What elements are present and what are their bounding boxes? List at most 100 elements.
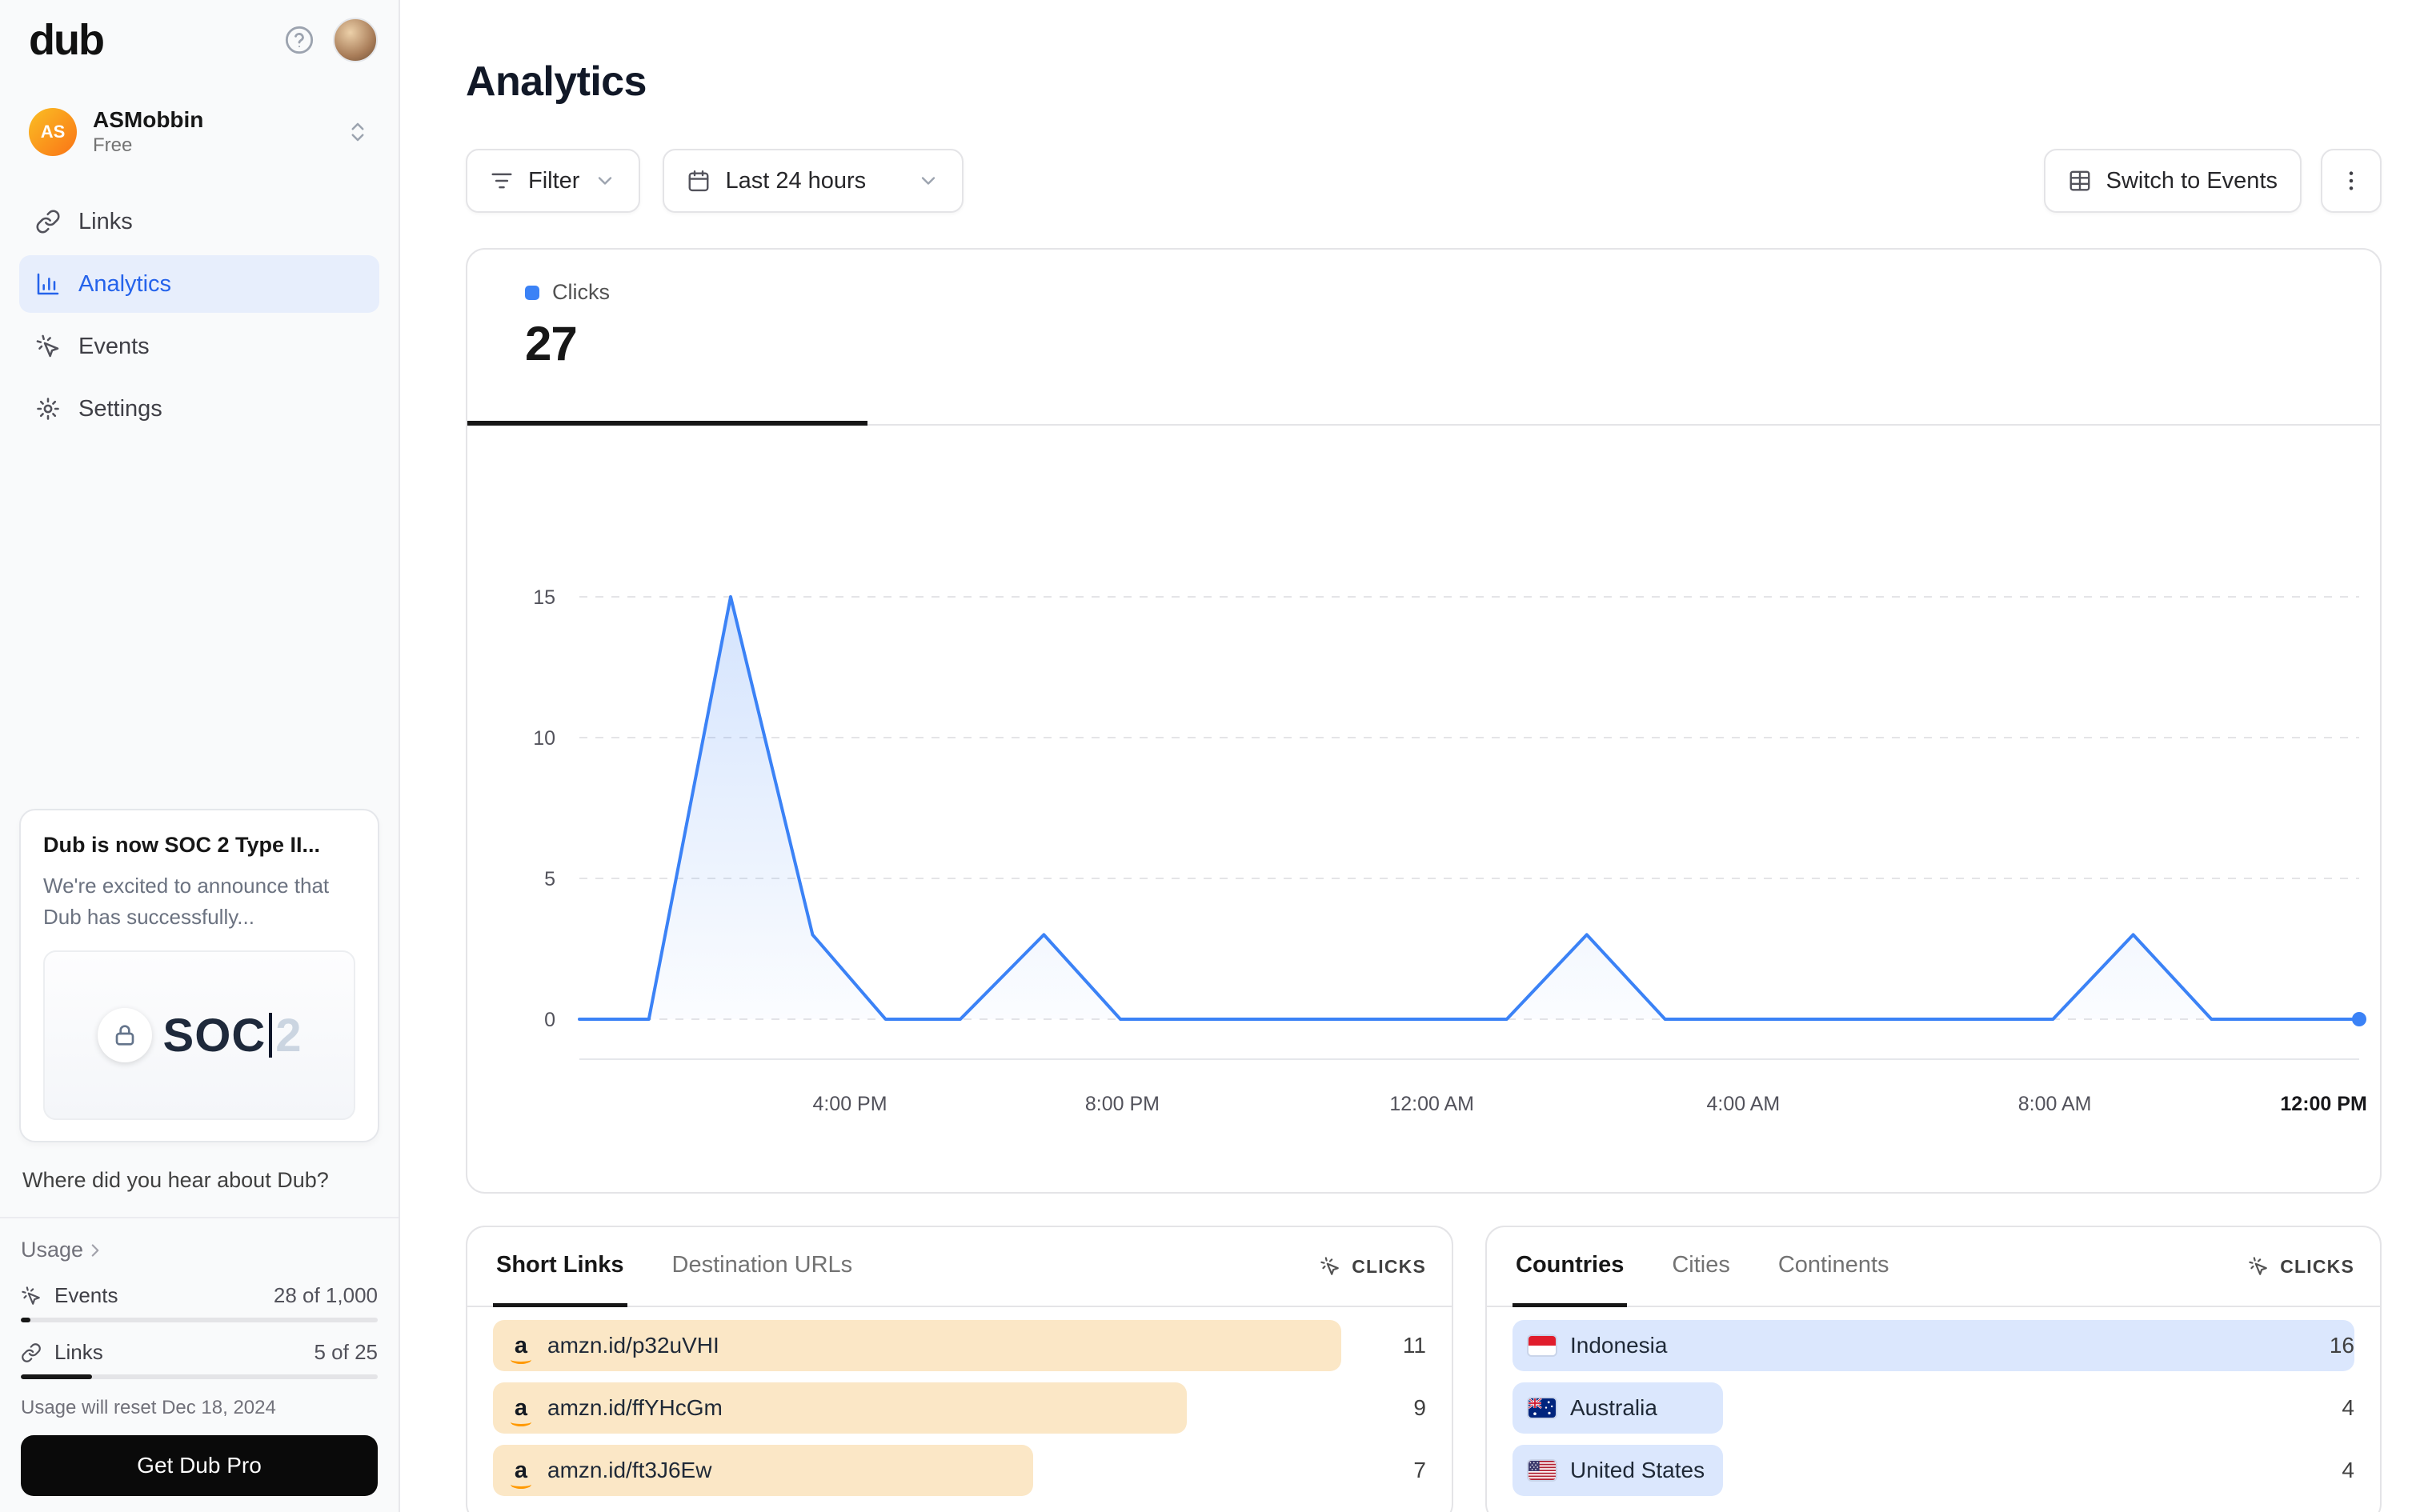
date-range-label: Last 24 hours xyxy=(725,167,867,194)
get-dub-pro-button[interactable]: Get Dub Pro xyxy=(21,1435,378,1496)
tab-destination-urls[interactable]: Destination URLs xyxy=(671,1252,853,1278)
usage-links-value: 5 of 25 xyxy=(314,1340,378,1364)
calendar-icon xyxy=(687,169,711,193)
clicks-count: 4 xyxy=(2342,1395,2354,1420)
usage-events-value: 28 of 1,000 xyxy=(273,1283,378,1307)
sidebar-item-links[interactable]: Links xyxy=(19,193,379,250)
more-options-button[interactable] xyxy=(2321,149,2382,213)
table-icon xyxy=(2068,169,2092,193)
date-range-button[interactable]: Last 24 hours xyxy=(663,149,964,213)
tab-countries[interactable]: Countries xyxy=(1512,1227,1628,1307)
soc-text: SOC xyxy=(162,1009,266,1062)
clicks-total: 27 xyxy=(525,317,578,370)
link-icon xyxy=(35,209,61,234)
country-row[interactable]: United States 4 xyxy=(1512,1445,2354,1496)
tab-cities[interactable]: Cities xyxy=(1672,1252,1730,1278)
switch-to-events-button[interactable]: Switch to Events xyxy=(2043,149,2302,213)
clicks-metric-tab[interactable]: Clicks 27 xyxy=(467,250,867,426)
clicks-count: 16 xyxy=(2329,1333,2354,1358)
chevron-down-icon xyxy=(594,170,616,192)
survey-question-link[interactable]: Where did you hear about Dub? xyxy=(22,1168,329,1192)
usage-section: Usage Events 28 of 1,000 xyxy=(0,1217,399,1435)
sidebar-item-settings[interactable]: Settings xyxy=(19,380,379,438)
countries-card: Countries Cities Continents CLICKS xyxy=(1485,1226,2382,1512)
australia-flag xyxy=(1529,1398,1556,1418)
svg-text:5: 5 xyxy=(544,868,555,890)
country-row[interactable]: Australia 4 xyxy=(1512,1382,2354,1434)
user-avatar[interactable] xyxy=(333,18,378,62)
short-link-url: amzn.id/p32uVHI xyxy=(547,1333,719,1358)
clicks-count: 9 xyxy=(1413,1395,1426,1420)
chart-header: Clicks 27 xyxy=(467,250,2380,426)
sidebar: dub AS ASMobbin Free xyxy=(0,0,400,1512)
svg-text:8:00 PM: 8:00 PM xyxy=(1085,1093,1160,1115)
help-button[interactable] xyxy=(283,24,315,56)
dub-logo: dub xyxy=(29,16,105,64)
svg-text:12:00 PM: 12:00 PM xyxy=(2280,1093,2366,1115)
filter-button[interactable]: Filter xyxy=(466,149,641,213)
analytics-chart-card: Clicks 27 0 5 10 15 4:00 PM 8:00 PM 12:00 AM 4:… xyxy=(466,248,2382,1194)
clicks-bar xyxy=(493,1320,1341,1371)
cursor-click-icon xyxy=(1320,1256,1340,1277)
svg-text:4:00 PM: 4:00 PM xyxy=(812,1093,887,1115)
usage-links-row: Links 5 of 25 xyxy=(21,1340,378,1379)
toolbar: Filter Last 24 hours xyxy=(466,149,2382,213)
metric-label: Clicks xyxy=(552,280,610,304)
link-icon xyxy=(21,1342,42,1363)
sidebar-nav: Links Analytics Events Settings xyxy=(19,193,379,438)
chevron-right-icon xyxy=(85,1240,106,1261)
page-title: Analytics xyxy=(466,58,647,105)
amazon-favicon: a xyxy=(509,1458,533,1488)
short-link-row[interactable]: a amzn.id/ffYHcGm 9 xyxy=(493,1382,1426,1434)
usage-title: Usage xyxy=(21,1238,84,1262)
tab-continents[interactable]: Continents xyxy=(1777,1252,1889,1278)
short-link-row[interactable]: a amzn.id/p32uVHI 11 xyxy=(493,1320,1426,1371)
amazon-favicon: a xyxy=(509,1334,533,1363)
short-link-url: amzn.id/ffYHcGm xyxy=(547,1395,723,1420)
svg-text:15: 15 xyxy=(533,586,555,609)
svg-text:4:00 AM: 4:00 AM xyxy=(1707,1093,1781,1115)
us-flag xyxy=(1529,1461,1556,1480)
clicks-bar xyxy=(493,1382,1188,1434)
sidebar-item-label: Analytics xyxy=(78,270,172,297)
sidebar-item-label: Events xyxy=(78,333,150,359)
country-row[interactable]: Indonesia 16 xyxy=(1512,1320,2354,1371)
workspace-switcher[interactable]: AS ASMobbin Free xyxy=(16,93,383,170)
clicks-bar xyxy=(1512,1320,2354,1371)
bar-chart-icon xyxy=(35,271,61,297)
sidebar-item-events[interactable]: Events xyxy=(19,318,379,375)
chevron-down-icon xyxy=(917,170,940,192)
clicks-chart-svg: 0 5 10 15 4:00 PM 8:00 PM 12:00 AM 4:00 AM 8:00 … xyxy=(533,586,2367,1115)
short-links-card: Short Links Destination URLs CLICKS xyxy=(466,1226,1453,1512)
svg-text:12:00 AM: 12:00 AM xyxy=(1389,1093,1474,1115)
switch-to-events-label: Switch to Events xyxy=(2105,167,2278,194)
short-links-card-header: Short Links Destination URLs CLICKS xyxy=(467,1227,1452,1307)
country-name: United States xyxy=(1570,1458,1705,1482)
promo-body: We're excited to announce that Dub has s… xyxy=(43,874,330,929)
cursor-click-icon xyxy=(21,1286,42,1306)
clicks-sort-header[interactable]: CLICKS xyxy=(2248,1256,2354,1278)
usage-events-row: Events 28 of 1,000 xyxy=(21,1283,378,1322)
main-content: Analytics Filter Last 24 hours xyxy=(400,0,2420,1512)
soc2-promo-card[interactable]: Dub is now SOC 2 Type II... We're excite… xyxy=(19,809,379,1142)
clicks-bar xyxy=(493,1445,1033,1496)
text-caret xyxy=(269,1013,273,1058)
sidebar-item-analytics[interactable]: Analytics xyxy=(19,255,379,313)
clicks-time-series-chart[interactable]: 0 5 10 15 4:00 PM 8:00 PM 12:00 AM 4:00 AM 8:00 … xyxy=(467,426,2380,1192)
clicks-sort-header[interactable]: CLICKS xyxy=(1320,1256,1426,1278)
clicks-count: 7 xyxy=(1413,1458,1426,1482)
soc2-image: SOC 2 xyxy=(43,950,355,1120)
promo-title: Dub is now SOC 2 Type II... xyxy=(43,833,321,857)
country-name: Australia xyxy=(1570,1395,1657,1420)
filter-icon xyxy=(490,169,514,193)
usage-link[interactable]: Usage xyxy=(21,1238,378,1262)
lock-icon xyxy=(97,1008,152,1062)
cursor-click-icon xyxy=(2248,1256,2269,1277)
short-link-row[interactable]: a amzn.id/ft3J6Ew 7 xyxy=(493,1445,1426,1496)
help-circle-icon xyxy=(283,24,315,56)
svg-text:8:00 AM: 8:00 AM xyxy=(2018,1093,2092,1115)
tab-short-links[interactable]: Short Links xyxy=(493,1227,627,1307)
workspace-avatar: AS xyxy=(29,107,77,156)
svg-text:10: 10 xyxy=(533,727,555,750)
